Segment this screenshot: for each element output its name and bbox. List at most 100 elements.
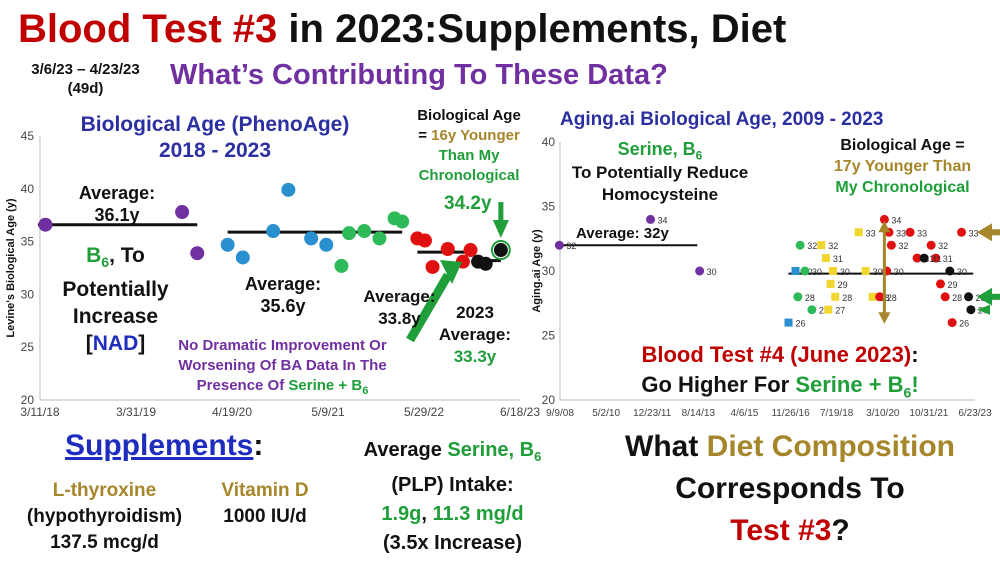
test4-note: Blood Test #4 (June 2023): Go Higher For… — [565, 340, 995, 407]
diagonal-arrow-shaft — [406, 272, 452, 343]
x-tick-label: 8/14/13 — [682, 408, 716, 419]
b6-line: B6, To — [38, 242, 193, 276]
avg4-value: 33.3y — [453, 347, 497, 366]
data-label: 31 — [943, 254, 953, 264]
data-label: 32 — [898, 241, 908, 251]
data-point — [926, 240, 936, 250]
x-tick-label: 5/2/10 — [592, 408, 620, 419]
data-point — [800, 266, 810, 276]
data-point — [957, 227, 967, 237]
range-arrow-bottom — [878, 312, 891, 324]
data-point — [964, 292, 974, 302]
diet-what: What — [625, 430, 707, 463]
data-label: 32 — [828, 241, 838, 251]
reduce-note-line1: To Potentially Reduce — [571, 163, 749, 182]
data-point — [886, 240, 896, 250]
serine-b6: Serine, B6 — [590, 138, 730, 167]
subtitle: What’s Contributing To These Data? — [170, 59, 668, 91]
gold-side-arrow — [977, 223, 992, 242]
y-tick-label: 25 — [542, 329, 556, 343]
data-label: 32 — [938, 241, 948, 251]
data-point — [791, 267, 800, 275]
diet-test3: Test #3 — [730, 514, 832, 547]
serine-b6-sub: 6 — [695, 148, 703, 163]
date-range-days: (49d) — [67, 80, 104, 97]
bio-age-left: Biological Age = 16y Younger Than My Chr… — [404, 106, 534, 186]
data-point — [861, 267, 870, 275]
y-tick-label: 30 — [21, 287, 35, 301]
phenoage-title-line2: 2018 - 2023 — [158, 139, 272, 162]
data-point — [334, 258, 349, 273]
main-title-rest: in 2023:Supplements, Diet — [277, 7, 787, 51]
data-point — [478, 256, 493, 271]
agingai-avg: Average: 32y — [576, 225, 669, 242]
y-tick-label: 20 — [542, 393, 556, 407]
agingai-title: Aging.ai Biological Age, 2009 - 2023 — [560, 109, 884, 130]
data-point — [266, 224, 281, 239]
data-point — [175, 205, 190, 220]
y-axis-label: Levine's Biological Age (y) — [5, 198, 17, 337]
data-point — [824, 305, 833, 314]
data-point — [319, 237, 334, 252]
avg2: Average: 35.6y — [228, 273, 338, 317]
ba-note-line3: Presence Of Serine + B6 — [150, 376, 415, 401]
data-point — [868, 292, 877, 301]
data-label: 31 — [833, 254, 843, 264]
b6-to: , To — [109, 244, 145, 267]
data-point — [463, 243, 478, 258]
bio-age-left-eq: = — [418, 127, 432, 144]
data-point — [912, 253, 922, 263]
data-point — [695, 266, 705, 276]
y-tick-label: 30 — [542, 264, 556, 278]
ba-note-sub: 6 — [362, 385, 369, 397]
data-label: 27 — [835, 306, 845, 316]
latest-value: 34.2y — [444, 193, 492, 214]
diet-qmark: ? — [831, 514, 850, 547]
avg2-label: Average: — [244, 274, 322, 294]
avg1-label: Average: — [78, 183, 156, 203]
intake-line2: (PLP) Intake: — [391, 474, 514, 496]
data-point — [831, 292, 840, 301]
test4-colon: : — [911, 342, 919, 367]
x-tick-label: 9/9/08 — [546, 408, 574, 419]
data-label: 30 — [707, 267, 717, 277]
data-point — [935, 279, 945, 289]
bio-age-right-line3: My Chronological — [835, 179, 970, 196]
data-point — [342, 226, 357, 241]
data-point — [817, 241, 826, 250]
data-label: 27 — [819, 306, 829, 316]
agingai-chart: 20 25 30 35 40 9/9/08 5/2/10 12/23/11 8/14/13 4/6… — [531, 135, 1000, 419]
diet-line2: Corresponds To — [675, 472, 905, 505]
x-tick-label: 4/19/20 — [212, 405, 252, 419]
avg3-label: Average: — [363, 287, 436, 306]
data-point — [826, 279, 835, 288]
ba-note-line2: Worsening Of BA Data In The — [178, 357, 387, 374]
bio-age-left-line3: Than My — [438, 147, 500, 164]
intake-serine: Serine, B — [447, 439, 535, 461]
phenoage-title-line1: Biological Age (PhenoAge) — [80, 113, 350, 136]
diet-line1: What Diet Composition — [580, 426, 1000, 468]
nad-open: [ — [85, 332, 93, 356]
avg1: Average: 36.1y — [62, 182, 172, 226]
avg3: Average: 33.8y — [357, 286, 442, 330]
data-label: 30 — [894, 267, 904, 277]
ba-note-presence: Presence Of — [196, 377, 289, 394]
x-tick-label: 3/10/20 — [866, 408, 900, 419]
bio-age-left-line1: Biological Age — [417, 107, 521, 124]
data-label: 34 — [891, 215, 901, 225]
intake-line1: Average Serine, B6 — [325, 436, 580, 471]
x-tick-label: 12/23/11 — [633, 408, 672, 419]
data-point — [940, 292, 950, 302]
reduce-note-line2: Homocysteine — [601, 185, 719, 204]
data-point — [554, 240, 564, 250]
date-range: 3/6/23 – 4/23/23 (49d) — [8, 60, 163, 98]
ba-note: No Dramatic Improvement Or Worsening Of … — [150, 336, 415, 401]
nad-text: NAD — [92, 332, 139, 356]
date-range-text: 3/6/23 – 4/23/23 — [31, 61, 140, 78]
green-small-arrow — [977, 304, 990, 315]
y-tick-label: 35 — [21, 235, 35, 249]
bio-age-left-younger: 16y Younger — [431, 127, 520, 144]
x-tick-label: 7/19/18 — [820, 408, 854, 419]
data-label: 31 — [931, 254, 941, 264]
phenoage-chart: 20 25 30 35 40 45 3/11/18 3/31/19 4/19/20 5/9/21 5… — [5, 129, 540, 419]
